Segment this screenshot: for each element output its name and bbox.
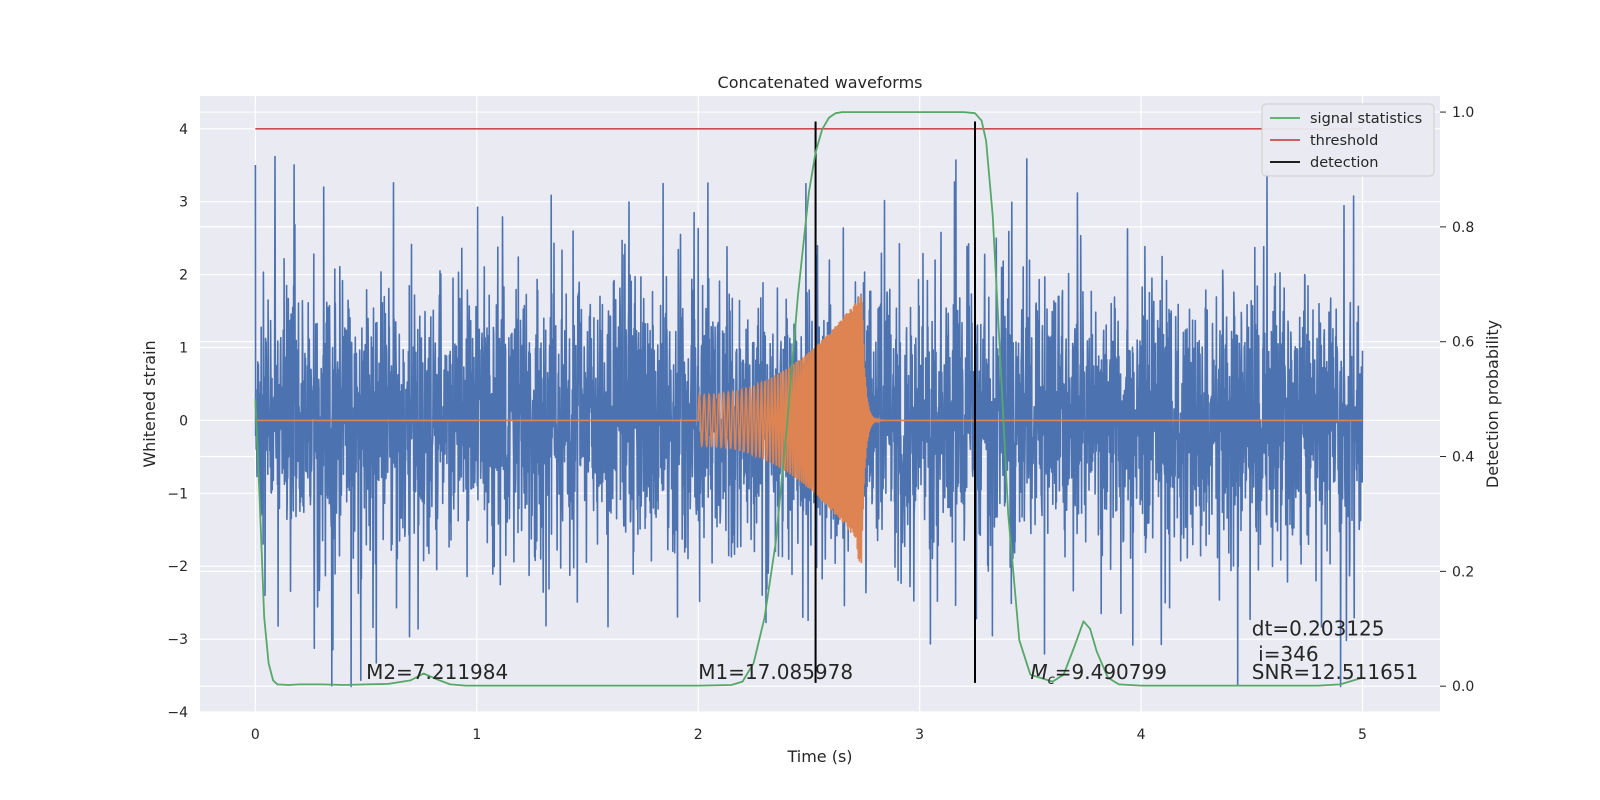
annotation-text: i=346 [1252,642,1319,666]
chirp-series-line [255,294,1363,564]
tick-layer: 0 1 2 3 4 5 −4 −3 −2 −1 0 1 2 3 4 0.0 0.2 0.4 0.6 0.8 1.0 [167,105,1474,743]
chart-title: Concatenated waveforms [718,73,923,92]
y-tick-label: 4 [179,122,188,138]
y-axis-right-label: Detection probability [1483,320,1502,488]
y-tick-label: −3 [167,632,188,648]
legend-label: signal statistics [1310,111,1422,127]
legend-box [1261,103,1435,177]
y-right-tick-label: 1.0 [1452,105,1474,121]
y-right-tick-label: 0.0 [1452,679,1474,695]
annotation-text: SNR=12.511651 [1252,660,1418,684]
y-tick-label: 3 [179,195,188,211]
annotation-symbol: M [1030,660,1047,684]
annotation-subscript: c [1048,673,1055,688]
y-right-tick-label: 0.6 [1452,335,1474,351]
y-tick-label: 0 [179,413,188,429]
x-tick-label: 5 [1358,727,1367,743]
annotation-value: =9.490799 [1055,660,1167,684]
annotation-text: Mc=9.490799 [1030,660,1167,688]
y-tick-label: −1 [167,486,188,502]
y-tick-label: 2 [179,268,188,284]
legend-label: detection [1310,155,1378,171]
signal-statistics-line [254,111,1363,687]
annotation-text: dt=0.203125 [1252,616,1385,640]
y-right-tick-label: 0.8 [1452,220,1474,236]
legend: signal statistics threshold detection [1261,103,1435,177]
annotation-layer: M2=7.211984 M1=17.085978 Mc=9.490799 dt=0.2… [366,616,1418,688]
series-layer [254,111,1364,688]
y-tick-label: −4 [167,705,188,721]
x-tick-label: 2 [694,727,703,743]
y-axis-label: Whitened strain [140,340,159,467]
legend-label: threshold [1310,133,1378,149]
x-tick-label: 4 [1137,727,1146,743]
annotation-text: M1=17.085978 [698,660,853,684]
y-right-tick-label: 0.4 [1452,450,1474,466]
y-right-tick-label: 0.2 [1452,564,1474,580]
x-tick-label: 0 [251,727,260,743]
x-tick-label: 1 [472,727,481,743]
annotation-text: M2=7.211984 [366,660,508,684]
x-tick-label: 3 [915,727,924,743]
y-tick-label: −2 [167,559,188,575]
x-axis-label: Time (s) [786,747,852,766]
y-tick-label: 1 [179,341,188,357]
